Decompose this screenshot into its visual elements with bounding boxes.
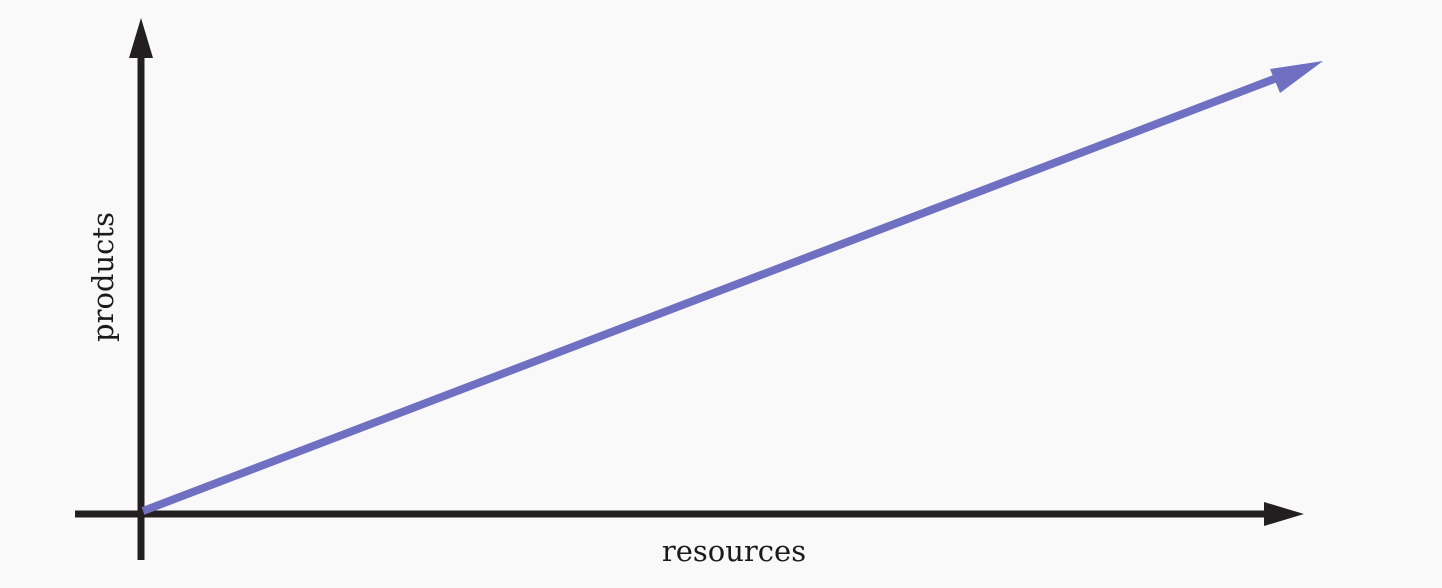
x-axis-label: resources [662,534,806,568]
trend-arrow [141,61,1323,515]
y-axis-arrowhead [129,18,153,58]
y-axis [129,18,153,560]
trend-line [141,72,1284,515]
x-axis [75,502,1304,526]
x-axis-arrowhead [1264,502,1304,526]
y-axis-label: products [86,212,120,342]
trend-arrowhead [1270,61,1323,93]
